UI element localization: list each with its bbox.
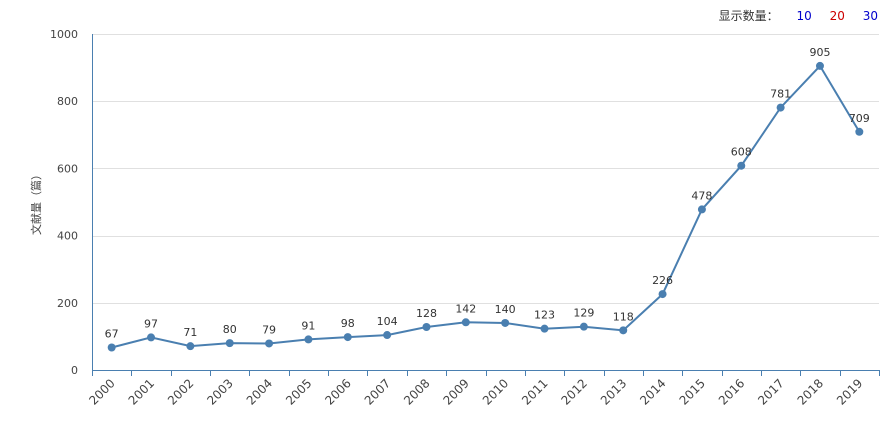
data-point[interactable] bbox=[147, 333, 156, 342]
data-point[interactable] bbox=[186, 342, 195, 351]
data-label: 709 bbox=[849, 112, 870, 125]
x-tick-label: 2018 bbox=[795, 376, 826, 407]
y-tick-label: 1000 bbox=[50, 28, 78, 41]
series-layer: 67 97 71 80 79 91 98 104 128 142 140 123 129 118 226 47… bbox=[105, 46, 870, 352]
axes: 0 200 400 600 800 1000 2000 2001 2002 2003 2004 200… bbox=[50, 28, 880, 408]
data-label: 123 bbox=[534, 309, 555, 322]
data-point[interactable] bbox=[225, 339, 234, 348]
data-point[interactable] bbox=[697, 205, 706, 214]
x-tick-label: 2014 bbox=[637, 376, 668, 407]
display-count-controls: 显示数量： 10 20 30 bbox=[719, 7, 878, 24]
data-point[interactable] bbox=[461, 318, 470, 327]
data-label: 608 bbox=[731, 146, 752, 159]
x-tick-label: 2002 bbox=[165, 376, 196, 407]
x-tick-label: 2004 bbox=[244, 376, 275, 407]
data-label: 91 bbox=[301, 319, 315, 332]
display-count-label: 显示数量： bbox=[718, 9, 779, 23]
data-label: 781 bbox=[770, 88, 791, 101]
y-tick-label: 600 bbox=[57, 162, 78, 175]
data-point[interactable] bbox=[815, 61, 824, 70]
series-line bbox=[111, 64, 861, 349]
data-label: 71 bbox=[183, 326, 197, 339]
x-tick-label: 2001 bbox=[126, 376, 157, 407]
y-tick-label: 0 bbox=[71, 364, 78, 377]
x-tick-label: 2003 bbox=[204, 376, 235, 407]
display-count-option-30[interactable]: 30 bbox=[862, 9, 878, 23]
x-tick-label: 2011 bbox=[519, 376, 550, 407]
data-label: 98 bbox=[341, 317, 355, 330]
data-point[interactable] bbox=[540, 324, 549, 333]
data-label: 104 bbox=[377, 315, 398, 328]
data-point[interactable] bbox=[737, 161, 746, 170]
x-tick-label: 2013 bbox=[598, 376, 629, 407]
data-label: 80 bbox=[223, 323, 237, 336]
data-point[interactable] bbox=[619, 326, 628, 335]
data-point[interactable] bbox=[501, 318, 510, 327]
data-point[interactable] bbox=[343, 333, 352, 342]
data-label: 129 bbox=[573, 307, 594, 320]
data-point[interactable] bbox=[265, 339, 274, 348]
data-label: 97 bbox=[144, 317, 158, 330]
data-point[interactable] bbox=[304, 335, 313, 344]
x-tick-label: 2016 bbox=[716, 376, 747, 407]
display-count-option-10[interactable]: 10 bbox=[796, 9, 812, 23]
x-tick-label: 2000 bbox=[86, 376, 117, 407]
data-label: 118 bbox=[613, 310, 634, 323]
y-tick-label: 800 bbox=[57, 95, 78, 108]
data-label: 478 bbox=[691, 189, 712, 202]
y-axis-label: 文献量（篇） bbox=[29, 169, 43, 235]
display-count-option-20[interactable]: 20 bbox=[829, 9, 845, 23]
data-label: 140 bbox=[495, 303, 516, 316]
data-point[interactable] bbox=[776, 103, 785, 112]
x-tick-label: 2012 bbox=[558, 376, 589, 407]
x-tick-label: 2019 bbox=[834, 376, 865, 407]
y-tick-label: 200 bbox=[57, 297, 78, 310]
data-label: 226 bbox=[652, 274, 673, 287]
x-tick-label: 2017 bbox=[755, 376, 786, 407]
data-label: 128 bbox=[416, 307, 437, 320]
data-point[interactable] bbox=[658, 290, 667, 299]
x-tick-label: 2007 bbox=[362, 376, 393, 407]
data-label: 79 bbox=[262, 323, 276, 336]
x-tick-label: 2008 bbox=[401, 376, 432, 407]
x-tick-label: 2006 bbox=[322, 376, 353, 407]
data-point[interactable] bbox=[107, 343, 116, 352]
data-label: 67 bbox=[105, 327, 119, 340]
data-point[interactable] bbox=[855, 127, 864, 136]
data-point[interactable] bbox=[579, 322, 588, 331]
data-point[interactable] bbox=[383, 331, 392, 340]
x-tick-label: 2009 bbox=[440, 376, 471, 407]
x-tick-label: 2010 bbox=[480, 376, 511, 407]
y-tick-label: 400 bbox=[57, 230, 78, 243]
grid-lines bbox=[92, 34, 879, 304]
data-label: 905 bbox=[809, 46, 830, 59]
data-label: 142 bbox=[455, 302, 476, 315]
x-tick-label: 2015 bbox=[677, 376, 708, 407]
x-tick-label: 2005 bbox=[283, 376, 314, 407]
data-point[interactable] bbox=[422, 322, 431, 331]
